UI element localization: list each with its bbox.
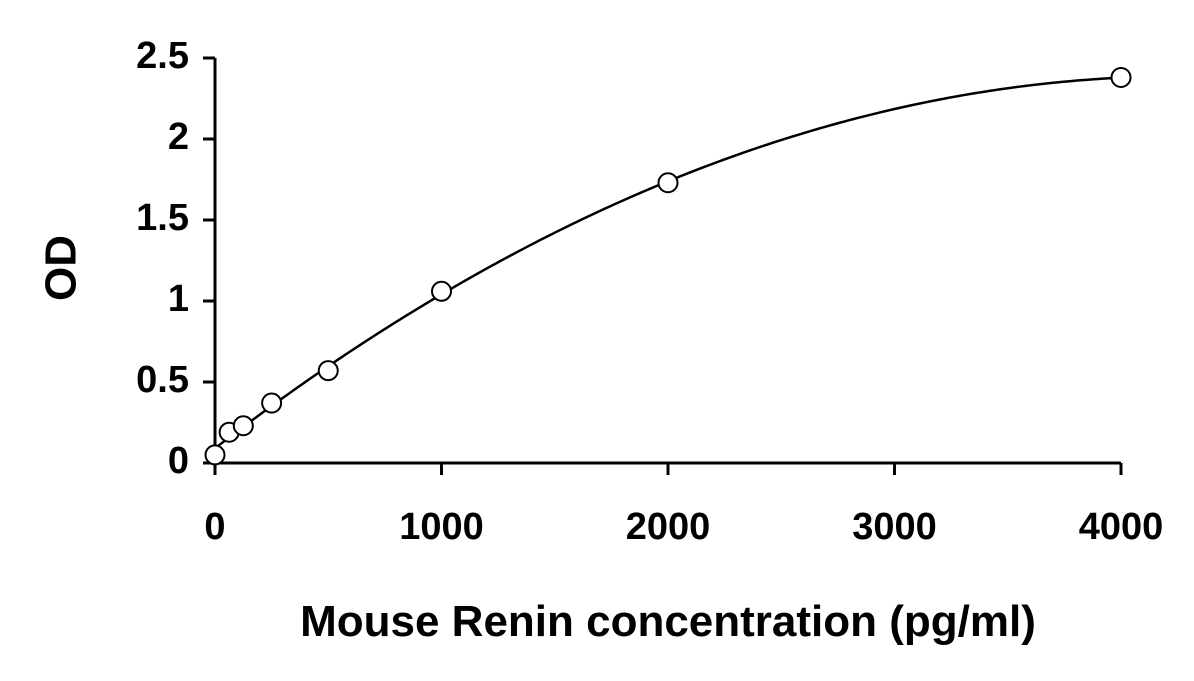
x-tick-label: 0	[204, 506, 225, 548]
y-tick-label: 1	[168, 278, 189, 320]
data-point	[204, 444, 226, 466]
y-tick-label: 2.5	[136, 35, 189, 77]
x-ticks: 0 1000 2000 3000 4000	[204, 463, 1163, 548]
data-point	[1110, 66, 1132, 88]
data-point	[261, 392, 283, 414]
fit-curve	[214, 76, 1122, 450]
y-tick-label: 0.5	[136, 359, 189, 401]
y-tick-label: 0	[168, 440, 189, 482]
data-point	[657, 172, 679, 194]
data-point	[431, 280, 452, 302]
data-points	[204, 66, 1132, 466]
data-point	[232, 415, 254, 437]
y-tick-label: 1.5	[136, 197, 189, 239]
x-tick-label: 4000	[1079, 506, 1164, 548]
x-axis-title: Mouse Renin concentration (pg/ml)	[300, 597, 1036, 646]
y-tick-label: 2	[168, 116, 189, 158]
x-tick-label: 2000	[626, 506, 711, 548]
x-tick-label: 3000	[852, 506, 937, 548]
y-ticks: 0 0.5 1 1.5 2 2.5	[136, 35, 215, 482]
x-tick-label: 1000	[399, 506, 484, 548]
data-point	[317, 360, 339, 382]
y-axis-title: OD	[37, 235, 86, 301]
